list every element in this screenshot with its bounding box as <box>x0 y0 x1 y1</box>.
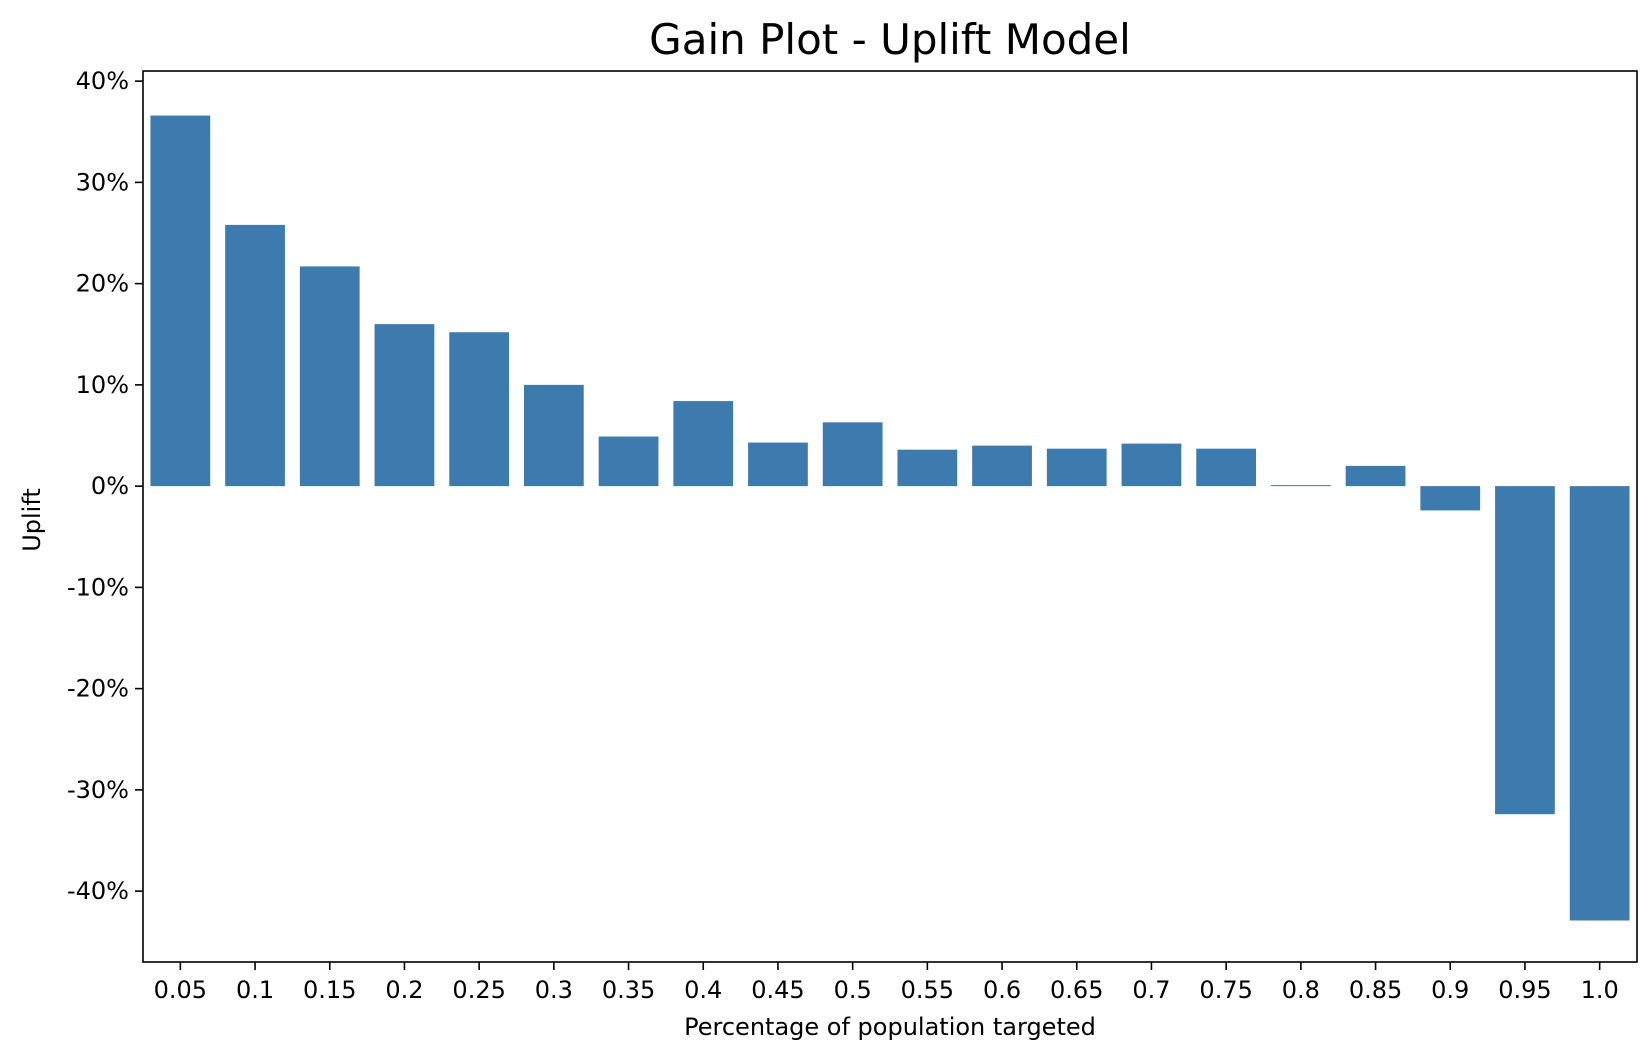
bar-0.8 <box>1270 485 1331 487</box>
x-tick-label: 0.15 <box>303 976 356 1004</box>
bar-0.15 <box>299 266 360 487</box>
y-axis-label: Uplift <box>18 488 46 552</box>
bar-0.7 <box>1121 443 1182 487</box>
bar-0.75 <box>1196 448 1257 487</box>
x-tick-label: 0.65 <box>1050 976 1103 1004</box>
bar-0.3 <box>523 384 584 487</box>
x-tick-label: 0.8 <box>1282 976 1320 1004</box>
x-tick-label: 0.5 <box>834 976 872 1004</box>
x-tick-label: 0.3 <box>535 976 573 1004</box>
bar-0.25 <box>449 332 510 487</box>
x-tick-label: 0.05 <box>154 976 207 1004</box>
y-tick-label: 30% <box>76 168 129 196</box>
y-tick-label: -10% <box>67 573 129 601</box>
plot-frame <box>142 70 1638 963</box>
bar-0.85 <box>1345 465 1406 487</box>
y-tick-label: -20% <box>67 675 129 703</box>
bar-0.5 <box>822 422 883 487</box>
x-tick-label: 0.4 <box>684 976 722 1004</box>
y-tick-label: -30% <box>67 776 129 804</box>
y-tick-label: -40% <box>67 877 129 905</box>
chart-title: Gain Plot - Uplift Model <box>649 15 1131 64</box>
bar-0.55 <box>897 449 958 487</box>
bar-0.45 <box>748 442 808 487</box>
y-tick-label: 10% <box>76 371 129 399</box>
x-tick-label: 0.7 <box>1132 976 1170 1004</box>
y-axis-ticks: 40% 30% 20% 10% 0% -10% -20% -30% -40% <box>67 67 143 905</box>
y-tick-label: 0% <box>91 472 129 500</box>
x-tick-label: 1.0 <box>1581 976 1619 1004</box>
bar-0.35 <box>598 436 659 487</box>
x-tick-label: 0.25 <box>452 976 505 1004</box>
x-tick-label: 0.6 <box>983 976 1021 1004</box>
bars-group <box>150 115 1630 921</box>
x-tick-label: 0.95 <box>1498 976 1551 1004</box>
x-tick-label: 0.85 <box>1349 976 1402 1004</box>
bar-0.2 <box>374 324 435 487</box>
bar-0.65 <box>1046 448 1107 487</box>
x-tick-label: 0.1 <box>236 976 274 1004</box>
bar-0.6 <box>972 445 1032 487</box>
bar-0.1 <box>225 224 285 487</box>
y-tick-label: 40% <box>76 67 129 95</box>
bar-0.05 <box>150 115 211 487</box>
bar-0.95 <box>1495 486 1555 815</box>
bar-1.0 <box>1569 486 1630 921</box>
y-tick-label: 20% <box>76 270 129 298</box>
x-tick-label: 0.45 <box>751 976 804 1004</box>
x-tick-label: 0.2 <box>385 976 423 1004</box>
x-tick-label: 0.9 <box>1431 976 1469 1004</box>
bar-0.9 <box>1420 486 1481 511</box>
x-axis-ticks: 0.05 0.1 0.15 0.2 0.25 0.3 0.35 0.4 0.45 0.5 0.55 0… <box>154 962 1619 1004</box>
bar-0.4 <box>673 401 734 487</box>
x-tick-label: 0.35 <box>602 976 655 1004</box>
x-axis-label: Percentage of population targeted <box>684 1013 1096 1041</box>
x-tick-label: 0.75 <box>1199 976 1252 1004</box>
x-tick-label: 0.55 <box>901 976 954 1004</box>
